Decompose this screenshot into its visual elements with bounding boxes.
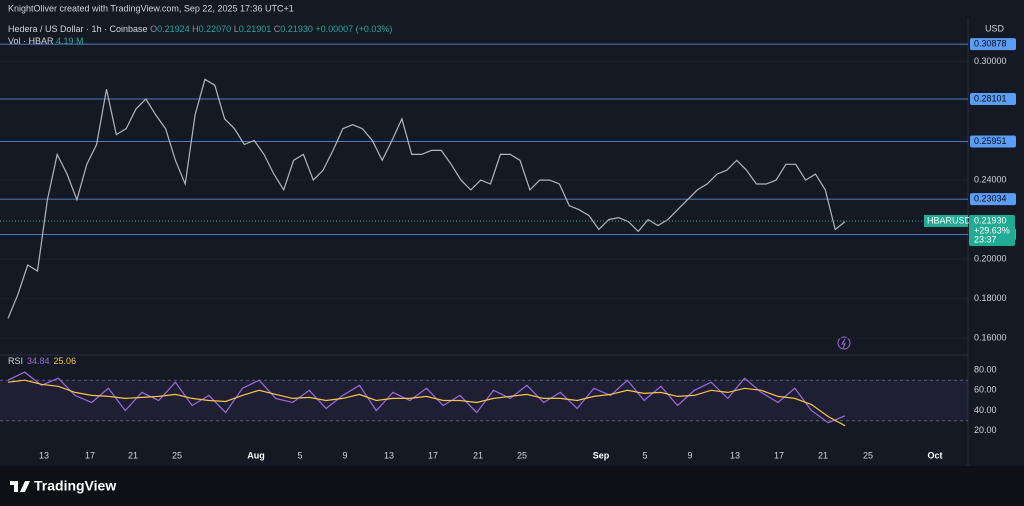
- symbol: Hedera / US Dollar · 1h · Coinbase: [8, 24, 148, 34]
- currency: USD: [985, 23, 1005, 33]
- volume-label: Vol · HBAR: [8, 36, 54, 46]
- y-tick-label: 0.20000: [974, 253, 1007, 263]
- level-label: 0.23034: [974, 194, 1007, 204]
- y-tick-label: 40.00: [974, 405, 997, 415]
- x-tick-label: 25: [863, 450, 873, 460]
- x-tick-label: 21: [473, 450, 483, 460]
- x-tick-label: 17: [428, 450, 438, 460]
- x-tick-label: 25: [517, 450, 527, 460]
- ohlc-value: 0.21924: [157, 24, 190, 34]
- level-label: 0.28101: [974, 93, 1007, 103]
- rsi-value: 25.06: [54, 356, 77, 366]
- y-tick-label: 0.16000: [974, 333, 1007, 343]
- volume-value: 4.19 M: [56, 36, 84, 46]
- x-tick-label: 17: [774, 450, 784, 460]
- footer: [0, 466, 1024, 506]
- ohlc-label: C: [274, 24, 281, 34]
- ohlc-label: O: [150, 24, 157, 34]
- logo-icon: [10, 481, 30, 492]
- ohlc-value: 0.22070: [199, 24, 232, 34]
- y-tick-label: 0.24000: [974, 174, 1007, 184]
- series-line: [7, 379, 846, 427]
- countdown: 23:37: [974, 234, 997, 244]
- chart-background: [0, 0, 1024, 466]
- x-tick-label: 5: [642, 450, 647, 460]
- level-label: 0.30878: [974, 39, 1007, 49]
- level-tag: [970, 193, 1016, 206]
- y-tick-label: 60.00: [974, 385, 997, 395]
- price-label: 0.21930: [974, 215, 1007, 225]
- change: +0.00007 (+0.03%): [315, 24, 392, 34]
- x-tick-label: Aug: [247, 450, 265, 460]
- ohlc-label: L: [234, 24, 239, 34]
- x-tick-label: 13: [39, 450, 49, 460]
- ohlc-value: 0.21930: [280, 24, 313, 34]
- level-label: 0.25951: [974, 136, 1007, 146]
- x-tick-label: 17: [85, 450, 95, 460]
- x-tick-label: 21: [818, 450, 828, 460]
- volume-legend: Vol · HBAR 4.19 M: [8, 36, 84, 46]
- y-tick-label: 80.00: [974, 364, 997, 374]
- symbol-label: HBARUSD: [927, 215, 972, 225]
- y-tick-label: 20.00: [974, 425, 997, 435]
- price-change: +29.63%: [974, 225, 1010, 235]
- rsi-legend-text: RSI 34.84 25.06: [8, 356, 76, 366]
- ohlc-value: 0.21901: [239, 24, 272, 34]
- x-tick-label: 9: [342, 450, 347, 460]
- alert-bolt: [841, 338, 846, 349]
- symbol-tag: [924, 214, 968, 227]
- x-tick-label: 9: [687, 450, 692, 460]
- rsi-legend: RSI 34.84 25.06: [8, 356, 76, 366]
- series-line: [7, 78, 846, 319]
- x-tick-label: 25: [172, 450, 182, 460]
- x-tick-label: Sep: [593, 450, 610, 460]
- x-tick-label: 13: [384, 450, 394, 460]
- y-tick-label: 0.30000: [974, 56, 1007, 66]
- x-tick-label: 21: [128, 450, 138, 460]
- ohlc-label: H: [192, 24, 199, 34]
- attribution: KnightOliver created with TradingView.co…: [8, 3, 294, 13]
- logo-text: TradingView: [34, 478, 116, 494]
- alert-icon: [837, 336, 851, 350]
- price-tag: [969, 214, 1015, 246]
- y-tick-label: 0.18000: [974, 293, 1007, 303]
- level-tag: [970, 93, 1016, 106]
- level-tag: [970, 38, 1016, 51]
- x-tick-label: 5: [297, 450, 302, 460]
- rsi-value: 34.84: [27, 356, 50, 366]
- level-tag: [970, 135, 1016, 148]
- series-line: [7, 371, 846, 424]
- rsi-name: RSI: [8, 356, 23, 366]
- x-tick-label: 13: [730, 450, 740, 460]
- x-tick-label: Oct: [927, 450, 942, 460]
- legend-line: Hedera / US Dollar · 1h · Coinbase O0.21…: [8, 24, 392, 34]
